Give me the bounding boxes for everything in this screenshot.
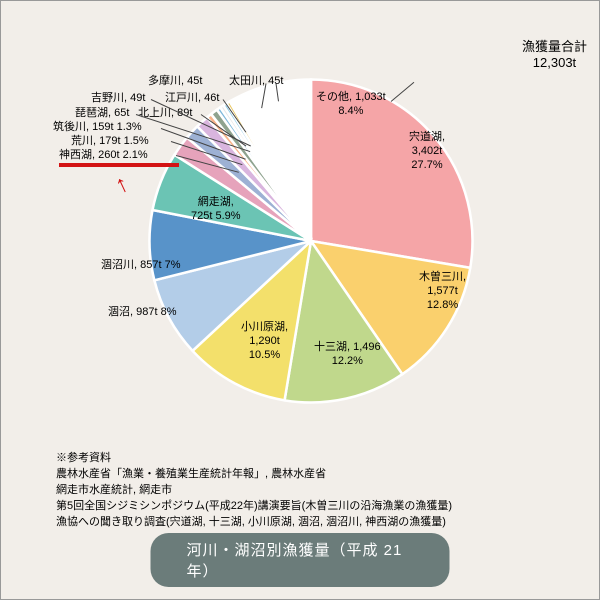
label-chikugo: 筑後川, 159t 1.3%: [53, 121, 142, 135]
total-label: 漁獲量合計 12,303t: [522, 39, 587, 70]
label-kisosansen: 木曽三川,1,577t12.8%: [419, 271, 466, 312]
label-hinumakawa: 涸沼川, 857t 7%: [101, 259, 180, 273]
pie-chart: [141, 71, 481, 411]
total-label-text: 漁獲量合計: [522, 39, 587, 55]
label-jusanko: 十三湖, 1,49612.2%: [314, 341, 381, 369]
label-shinjiko2: 神西湖, 260t 2.1%: [59, 149, 148, 163]
references-heading: ※参考資料: [56, 451, 452, 467]
label-ogawara: 小川原湖,1,290t10.5%: [241, 321, 288, 362]
label-abashiri: 網走湖,725t 5.9%: [191, 196, 241, 224]
label-tama: 多摩川, 45t: [148, 75, 202, 89]
title-bar: 河川・湖沼別漁獲量（平成 21 年）: [151, 533, 450, 587]
label-sonota: その他, 1,033t8.4%: [316, 91, 386, 119]
label-hinuma: 涸沼, 987t 8%: [108, 306, 176, 320]
annotation-arrow-icon: ↑: [111, 170, 134, 200]
references-line: 網走市水産統計, 網走市: [56, 483, 452, 499]
references-line: 第5回全国シジミシンポジウム(平成22年)講演要旨(木曽三川の沿海漁業の漁獲量): [56, 499, 452, 515]
total-label-value: 12,303t: [522, 55, 587, 71]
label-arakawa: 荒川, 179t 1.5%: [71, 135, 149, 149]
references-line: 漁協への聞き取り調査(宍道湖, 十三湖, 小川原湖, 涸沼, 涸沼川, 神西湖の…: [56, 515, 452, 531]
references-line: 農林水産省「漁業・養殖業生産統計年報」, 農林水産省: [56, 467, 452, 483]
label-biwako: 琵琶湖, 65t: [75, 107, 129, 121]
references: ※参考資料 農林水産省「漁業・養殖業生産統計年報」, 農林水産省 網走市水産統計…: [56, 451, 452, 531]
label-shinjiko: 宍道湖,3,402t27.7%: [409, 131, 445, 172]
label-yoshino: 吉野川, 49t: [91, 92, 145, 106]
label-edogawa: 江戸川, 46t: [165, 92, 219, 106]
annotation-underline: [59, 165, 179, 167]
